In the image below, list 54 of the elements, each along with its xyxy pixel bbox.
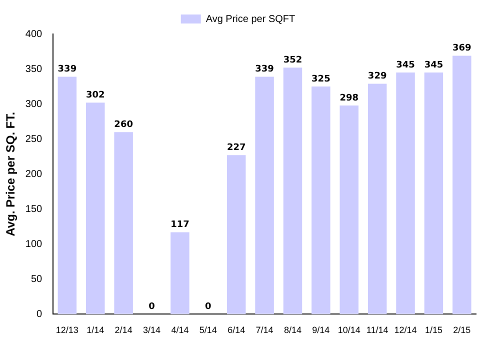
- x-tick-label: 2/14: [114, 325, 132, 336]
- y-tick-label: 200: [25, 168, 43, 180]
- data-label: 369: [452, 44, 472, 54]
- y-tick-label: 400: [25, 28, 43, 40]
- data-label: 302: [86, 90, 105, 100]
- data-label: 352: [283, 55, 302, 66]
- y-tick-label: 350: [25, 64, 43, 75]
- bar: [340, 105, 358, 314]
- bar: [396, 72, 415, 314]
- data-label: 339: [58, 64, 77, 75]
- data-label: 339: [255, 64, 274, 75]
- data-label: 117: [170, 220, 190, 230]
- y-axis-title: Avg. Price per SQ. FT.: [4, 112, 18, 236]
- bar: [58, 76, 77, 314]
- data-label: 260: [114, 120, 133, 130]
- bar: [283, 68, 302, 314]
- x-tick-label: 6/14: [228, 325, 246, 336]
- data-label: 345: [424, 60, 444, 70]
- data-label: 329: [368, 72, 387, 82]
- x-tick-label: 3/14: [143, 325, 161, 336]
- y-tick-label: 50: [30, 274, 43, 285]
- bar: [86, 102, 105, 314]
- x-tick-label: 8/14: [284, 325, 302, 336]
- bar: [226, 155, 246, 314]
- x-tick-label: 12/13: [56, 325, 78, 336]
- data-label: 0: [205, 302, 212, 312]
- x-tick-label: 1/15: [424, 325, 442, 336]
- data-label: 0: [148, 302, 155, 312]
- x-tick-label: 2/15: [453, 325, 471, 336]
- data-label: 325: [312, 74, 330, 84]
- y-tick-label: 0: [36, 308, 43, 320]
- y-tick-label: 150: [25, 204, 43, 215]
- y-tick-label: 300: [25, 98, 43, 110]
- data-label: 298: [340, 93, 359, 104]
- x-tick-label: 4/14: [171, 325, 189, 336]
- bar: [255, 76, 274, 314]
- legend-label: Avg Price per SQFT: [206, 14, 296, 25]
- x-tick-label: 7/14: [256, 325, 274, 336]
- x-tick-label: 9/14: [312, 325, 330, 336]
- bar: [424, 72, 444, 314]
- x-tick-label: 11/14: [366, 325, 388, 336]
- bar: [368, 84, 387, 314]
- x-tick-label: 5/14: [199, 325, 217, 336]
- data-label: 227: [226, 143, 246, 154]
- bar: [452, 56, 472, 314]
- x-tick-label: 12/14: [394, 325, 417, 336]
- y-tick-label: 100: [25, 238, 43, 250]
- bar: [170, 232, 190, 314]
- data-label: 345: [396, 60, 415, 70]
- y-tick-label: 250: [25, 134, 43, 145]
- bar: [114, 132, 133, 314]
- x-tick-label: 1/14: [86, 325, 104, 336]
- bar: [312, 86, 330, 314]
- x-tick-label: 10/14: [338, 325, 360, 336]
